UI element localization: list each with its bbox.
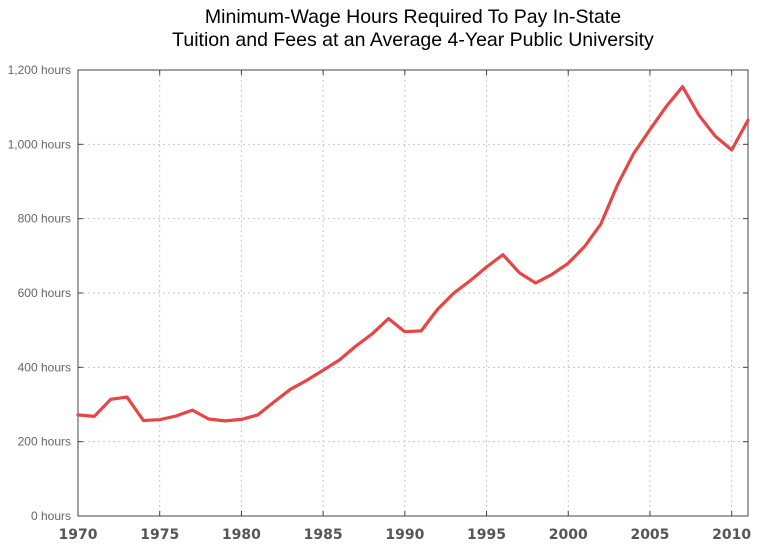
x-tick-label: 2010	[712, 527, 751, 543]
data-point	[305, 379, 308, 382]
y-tick-label: 1,000 hours	[8, 137, 71, 151]
data-point	[109, 398, 112, 401]
x-tick-label: 1980	[222, 527, 261, 543]
data-point	[648, 128, 651, 131]
data-point	[681, 85, 684, 88]
data-point	[599, 222, 602, 225]
chart-title-line-1: Minimum-Wage Hours Required To Pay In-St…	[205, 6, 621, 28]
x-tick-label: 2000	[549, 527, 588, 543]
y-axis-tick-labels: 0 hours 200 hours 400 hours 600 hours 800 ho…	[8, 63, 71, 523]
data-point	[175, 415, 178, 418]
data-point	[420, 329, 423, 332]
x-tick-label: 1975	[140, 527, 179, 543]
data-point	[354, 345, 357, 348]
data-point	[518, 271, 521, 274]
data-point	[403, 330, 406, 333]
data-point	[158, 418, 161, 421]
data-point	[338, 358, 341, 361]
data-point	[452, 292, 455, 295]
data-point	[322, 369, 325, 372]
data-point	[126, 396, 129, 399]
data-point	[240, 418, 243, 421]
data-point	[387, 317, 390, 320]
data-point	[142, 419, 145, 422]
y-tick-label: 600 hours	[18, 286, 71, 300]
data-point	[224, 419, 227, 422]
data-point	[550, 273, 553, 276]
x-tick-label: 1985	[304, 527, 343, 543]
data-point	[665, 105, 668, 108]
chart-title-line-2: Tuition and Fees at an Average 4-Year Pu…	[172, 29, 654, 51]
data-point	[501, 253, 504, 256]
grid-lines	[78, 70, 748, 516]
x-axis-tick-labels: 1970 1975 1980 1985 1990 1995 2000 2005 2010	[59, 527, 752, 543]
data-point	[256, 413, 259, 416]
data-point	[273, 400, 276, 403]
series-line	[76, 85, 750, 423]
data-point	[77, 413, 80, 416]
data-point	[747, 119, 750, 122]
data-point	[436, 308, 439, 311]
data-point	[485, 265, 488, 268]
x-tick-label: 1970	[59, 527, 98, 543]
data-point	[567, 262, 570, 265]
data-point	[534, 281, 537, 284]
data-point	[93, 415, 96, 418]
x-tick-label: 2005	[630, 527, 669, 543]
y-tick-label: 1,200 hours	[8, 63, 71, 77]
data-point	[371, 332, 374, 335]
y-tick-label: 800 hours	[18, 212, 71, 226]
data-point	[616, 184, 619, 187]
y-tick-label: 200 hours	[18, 435, 71, 449]
x-tick-label: 1995	[467, 527, 506, 543]
x-tick-label: 1990	[385, 527, 424, 543]
data-point	[730, 148, 733, 151]
data-point	[632, 152, 635, 155]
data-point	[191, 409, 194, 412]
data-point	[714, 135, 717, 138]
data-point	[697, 114, 700, 117]
axis-ticks	[77, 69, 748, 517]
y-tick-label: 400 hours	[18, 360, 71, 374]
data-point	[289, 388, 292, 391]
data-point	[583, 245, 586, 248]
y-tick-label: 0 hours	[31, 509, 71, 523]
data-point	[207, 417, 210, 420]
data-point	[469, 279, 472, 282]
series-layer	[76, 85, 750, 423]
